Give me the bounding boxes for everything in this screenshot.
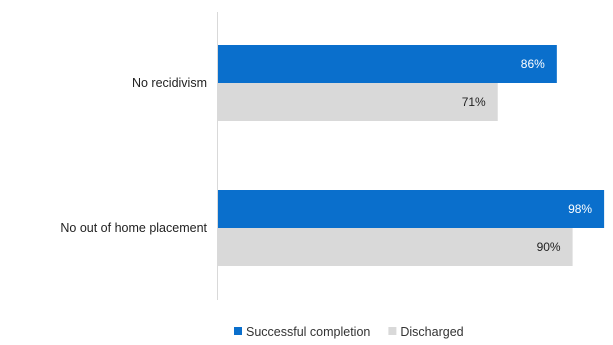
- bar: [218, 45, 557, 83]
- data-label: 90%: [537, 240, 561, 254]
- category-label: No out of home placement: [60, 221, 207, 235]
- data-label: 86%: [521, 57, 545, 71]
- data-label: 98%: [568, 202, 592, 216]
- legend-label: Discharged: [400, 325, 463, 339]
- bar: [218, 228, 573, 266]
- bar: [218, 190, 605, 228]
- legend: Successful completion Discharged: [234, 325, 464, 339]
- bar: [218, 83, 498, 121]
- category-labels: No recidivism No out of home placement: [60, 76, 207, 235]
- category-label: No recidivism: [132, 76, 207, 90]
- legend-label: Successful completion: [246, 325, 370, 339]
- data-label: 71%: [462, 95, 486, 109]
- legend-swatch: [388, 327, 397, 335]
- bars: [218, 45, 605, 266]
- legend-swatch: [234, 327, 242, 335]
- data-labels: 86% 71% 98% 90%: [462, 57, 593, 254]
